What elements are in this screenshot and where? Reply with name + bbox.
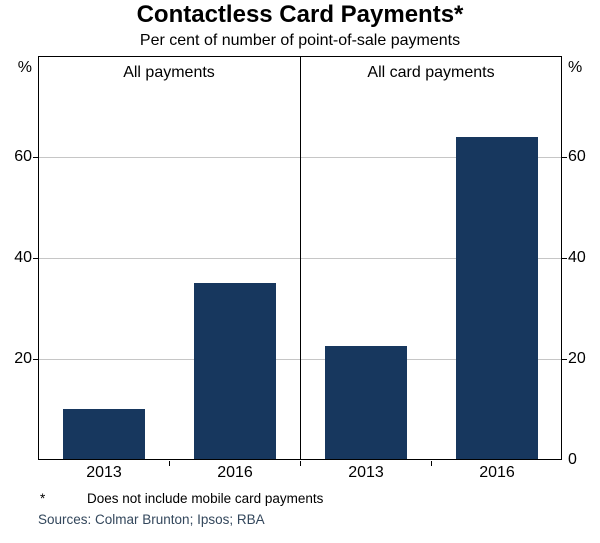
chart-subtitle: Per cent of number of point-of-sale paym… xyxy=(139,32,461,49)
y-axis-label: 20 xyxy=(14,350,32,367)
y-axis-label: 40 xyxy=(568,249,586,266)
sources-line: Sources: Colmar Brunton; Ipsos; RBA xyxy=(38,512,265,527)
y-axis-label: % xyxy=(568,59,583,76)
chart-title: Contactless Card Payments* xyxy=(136,1,464,28)
y-axis-tick xyxy=(562,157,567,158)
y-axis-tick xyxy=(562,258,567,259)
y-axis-label: 40 xyxy=(14,249,32,266)
x-axis-label: 2016 xyxy=(479,464,515,481)
bar xyxy=(325,346,407,460)
y-axis-tick xyxy=(33,359,38,360)
bar xyxy=(63,409,145,460)
y-axis-label: 60 xyxy=(14,148,32,165)
x-axis-tick xyxy=(431,461,432,466)
y-axis-tick xyxy=(33,157,38,158)
y-axis-label: 60 xyxy=(568,148,586,165)
y-axis-tick xyxy=(33,258,38,259)
plot-border xyxy=(38,56,562,460)
x-axis-label: 2013 xyxy=(86,464,122,481)
bar xyxy=(194,283,276,460)
y-axis-label: 0 xyxy=(568,451,577,468)
x-axis-label: 2016 xyxy=(217,464,253,481)
footnote-marker: * xyxy=(40,491,46,506)
bar xyxy=(456,137,538,460)
footnote: * Does not include mobile card payments xyxy=(40,491,323,506)
y-axis-tick xyxy=(562,359,567,360)
y-axis-label: % xyxy=(17,59,32,76)
panel-title: All card payments xyxy=(367,64,495,81)
panel-title: All payments xyxy=(123,64,215,81)
y-axis-label: 20 xyxy=(568,350,586,367)
x-axis-label: 2013 xyxy=(348,464,384,481)
panel-divider xyxy=(300,56,301,460)
x-axis-tick xyxy=(169,461,170,466)
footnote-text: Does not include mobile card payments xyxy=(87,491,324,506)
x-axis-tick xyxy=(300,461,301,466)
